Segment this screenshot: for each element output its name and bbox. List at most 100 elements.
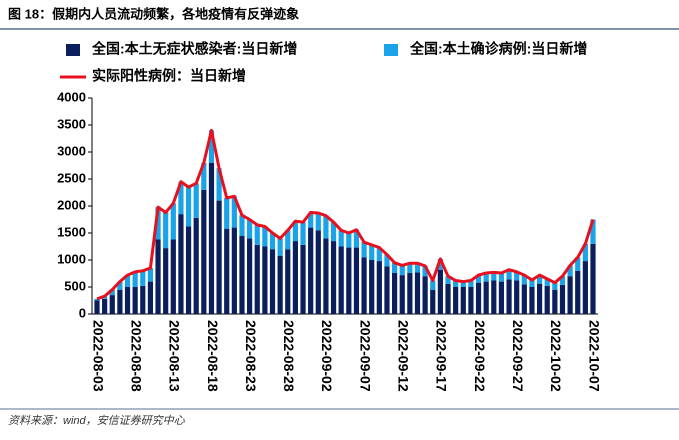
bar [483, 281, 489, 314]
bar [369, 260, 375, 314]
bar [376, 247, 382, 262]
bar [468, 287, 474, 314]
bar [414, 263, 421, 273]
source-note: 资料来源：wind，安信证券研究中心 [8, 414, 186, 427]
y-tick-label: 2500 [57, 170, 86, 185]
bar [170, 203, 176, 240]
bar [94, 300, 100, 314]
bar [521, 275, 527, 285]
bar [407, 272, 413, 314]
bar [231, 227, 237, 314]
bar [277, 255, 283, 314]
x-tick-label: 2022-09-17 [434, 320, 450, 392]
bar [147, 268, 154, 282]
bar [338, 230, 344, 247]
bar [323, 215, 329, 239]
bar [140, 285, 146, 314]
bar [117, 289, 123, 314]
bar [201, 189, 207, 314]
bar [269, 233, 276, 250]
bar [590, 219, 596, 244]
bar [384, 266, 390, 314]
bar [323, 238, 329, 314]
bar [308, 212, 314, 228]
bar [285, 230, 291, 250]
legend-swatch [66, 44, 80, 56]
bar [269, 249, 276, 314]
line [96, 128, 595, 301]
bar [254, 244, 260, 314]
bar [315, 213, 321, 231]
bar [109, 295, 115, 314]
bar [353, 229, 360, 248]
y-tick-label: 3500 [57, 116, 86, 131]
bar [338, 246, 344, 314]
legend-swatch [384, 44, 398, 56]
x-tick-label: 2022-09-27 [510, 320, 526, 392]
bar [582, 243, 588, 262]
bar [559, 284, 566, 314]
bar [422, 276, 428, 314]
bar [178, 181, 184, 215]
bar [231, 196, 237, 228]
bar [132, 271, 138, 287]
bar [430, 280, 436, 290]
chart-title: 图 18：假期内人员流动频繁，各地疫情有反弹迹象 [8, 6, 299, 21]
bar [536, 275, 543, 284]
y-tick-label: 3000 [57, 143, 86, 158]
x-tick-label: 2022-08-13 [167, 320, 183, 392]
bar [491, 280, 497, 314]
bar [254, 224, 260, 245]
bar [353, 247, 360, 314]
bar [506, 269, 512, 280]
y-tick-label: 0 [79, 305, 86, 320]
bar [498, 281, 505, 314]
bar [140, 270, 146, 286]
bar [201, 162, 207, 190]
bar [475, 282, 482, 314]
bar [193, 183, 199, 218]
bar [185, 226, 192, 314]
bar [567, 265, 573, 277]
bar [460, 287, 466, 314]
bar [483, 272, 489, 282]
bar [277, 238, 283, 256]
bar [346, 233, 352, 248]
x-tick-label: 2022-09-07 [357, 320, 373, 392]
y-tick-label: 1500 [57, 224, 86, 239]
bar [300, 244, 306, 314]
bar [308, 227, 314, 314]
bar [392, 262, 398, 273]
bar [124, 275, 131, 287]
bar [163, 212, 169, 249]
bar [422, 265, 428, 277]
bar [330, 241, 337, 314]
bar [285, 249, 291, 314]
bar [369, 244, 375, 260]
bar [498, 272, 505, 282]
bar [117, 281, 123, 290]
bar [437, 269, 443, 314]
bar [178, 214, 184, 314]
y-tick-label: 2000 [57, 197, 86, 212]
bar [521, 284, 527, 314]
bar [536, 283, 543, 314]
y-tick-label: 4000 [57, 89, 86, 104]
bar [491, 272, 497, 281]
bar [384, 254, 390, 267]
x-tick-label: 2022-10-02 [548, 320, 564, 392]
bar [445, 283, 451, 314]
bar [147, 281, 154, 314]
bar [208, 162, 215, 314]
bar [224, 228, 230, 314]
bar [132, 287, 138, 314]
bar [414, 272, 421, 314]
bar [247, 219, 253, 239]
bar [582, 261, 588, 314]
bar [109, 289, 115, 296]
bar [193, 217, 199, 314]
bar [376, 261, 382, 314]
bar [445, 276, 451, 284]
bar [102, 298, 108, 314]
bar [155, 207, 161, 240]
